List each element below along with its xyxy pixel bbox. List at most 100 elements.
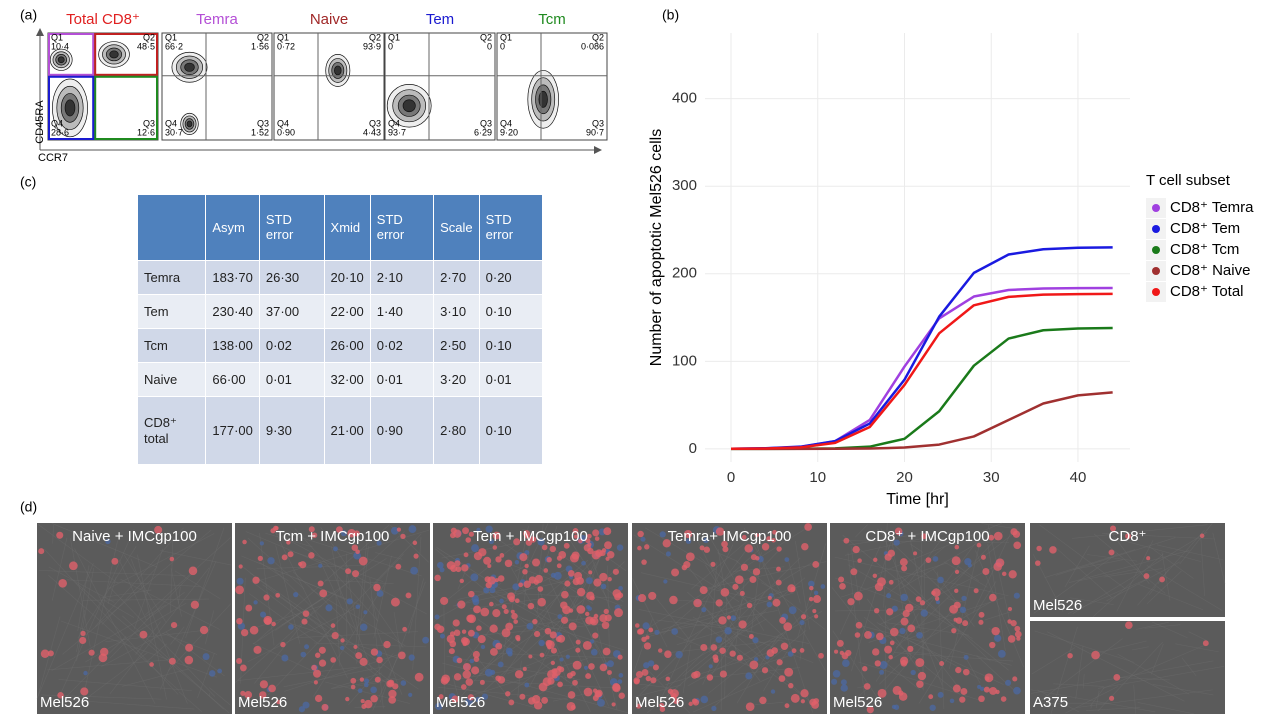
cell-texture [122, 668, 189, 687]
red-cell [168, 657, 176, 665]
blue-cell [842, 659, 850, 668]
cell-texture [160, 560, 217, 690]
red-cell [386, 680, 394, 688]
cell-texture [1148, 586, 1157, 595]
red-cell [607, 576, 612, 582]
red-cell [545, 639, 553, 647]
quadrant-name: Q1 [51, 32, 63, 42]
cell-texture [1115, 677, 1170, 681]
cell-texture [48, 575, 180, 691]
red-cell [864, 631, 872, 639]
red-cell [299, 561, 307, 569]
micrograph [37, 523, 232, 714]
blue-cell [333, 546, 338, 552]
red-cell [524, 563, 529, 569]
cell-texture [109, 567, 210, 694]
x-tick-label: 0 [727, 469, 735, 486]
plot-frame [161, 32, 273, 141]
red-cell [170, 621, 178, 629]
cell-texture [707, 591, 766, 681]
red-cell [955, 666, 962, 674]
red-cell [438, 694, 444, 700]
cell-texture [638, 523, 814, 635]
red-cell [484, 576, 491, 583]
red-cell [350, 677, 357, 684]
blue-cell [488, 538, 495, 545]
red-cell [286, 540, 291, 545]
red-cell [58, 579, 67, 588]
cell-texture [104, 600, 135, 618]
red-cell [446, 561, 456, 570]
quadrant-value: 93·9 [363, 41, 381, 51]
cell-texture [1053, 545, 1112, 598]
red-cell [513, 619, 519, 624]
cell-texture [1067, 578, 1147, 614]
blue-cell [390, 526, 399, 535]
blue-cell [899, 627, 906, 635]
red-cell [489, 601, 494, 607]
red-cell [457, 600, 466, 609]
red-cell [857, 558, 862, 563]
red-cell [915, 596, 922, 603]
cell-texture [644, 527, 717, 571]
red-cell [959, 696, 966, 703]
red-cell [659, 702, 665, 709]
blue-cell [559, 657, 564, 662]
red-cell [719, 670, 727, 678]
cell-texture [1103, 568, 1163, 578]
red-cell [855, 621, 863, 629]
blue-cell [565, 654, 570, 659]
cell-texture [76, 610, 85, 652]
cell-texture [369, 577, 384, 709]
cell-texture [834, 556, 1009, 597]
blue-cell [967, 563, 972, 568]
cell-texture [76, 567, 95, 662]
cell-texture [1156, 544, 1224, 561]
red-cell [784, 667, 794, 677]
blue-cell [916, 631, 923, 639]
red-cell [519, 693, 526, 700]
cell-texture [452, 675, 462, 708]
red-cell [532, 558, 541, 567]
cell-texture [95, 527, 184, 627]
red-cell [468, 531, 475, 537]
red-cell [988, 534, 995, 541]
red-cell [973, 588, 979, 594]
tile-cell-line: Mel526 [238, 694, 287, 711]
cell-texture [1188, 631, 1206, 641]
cell-texture [255, 529, 430, 583]
quadrant-value: 0·086 [581, 41, 604, 51]
table-cell: 0·01 [478, 361, 544, 397]
blue-cell [346, 598, 353, 605]
cell-texture [1113, 537, 1202, 562]
cell-texture [1053, 683, 1105, 687]
red-cell [476, 625, 482, 631]
blue-cell [553, 571, 562, 580]
red-cell [779, 617, 786, 624]
quadrant-value: 0 [487, 41, 492, 51]
table-cell: 2·50 [433, 327, 480, 363]
cell-texture [440, 533, 530, 606]
blue-cell [585, 577, 593, 585]
cell-texture [842, 535, 1009, 671]
blue-cell [481, 693, 489, 700]
quadrant-value: 0·72 [277, 41, 295, 51]
red-cell [1125, 533, 1132, 540]
blue-cell [840, 679, 847, 686]
red-cell [440, 596, 449, 605]
table-cell: 0·02 [369, 327, 435, 363]
red-cell [412, 540, 418, 546]
red-cell [490, 647, 498, 656]
cell-texture [692, 616, 813, 703]
cell-texture [788, 561, 801, 604]
red-cell [847, 598, 855, 606]
red-cell [931, 588, 941, 597]
blue-cell [202, 653, 210, 661]
legend-label: CD8⁺ Total [1170, 283, 1244, 300]
cell-texture [320, 561, 354, 634]
legend-dot [1152, 288, 1160, 296]
cell-texture [256, 565, 365, 570]
red-cell [813, 595, 822, 604]
blue-cell [766, 601, 773, 608]
blue-cell [788, 606, 797, 615]
